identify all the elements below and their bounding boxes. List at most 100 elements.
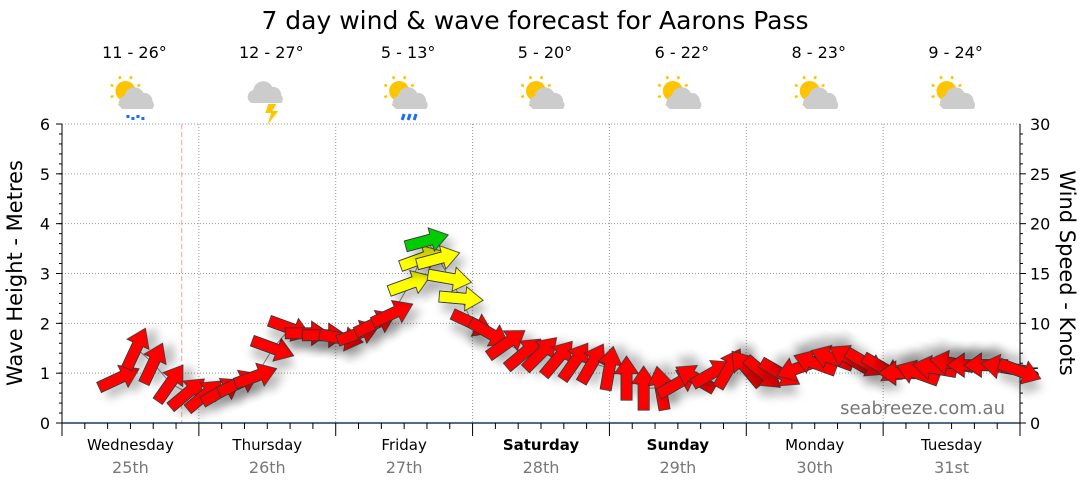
sun-ray <box>794 83 799 88</box>
sun-ray <box>657 94 662 99</box>
sun-ray <box>110 83 114 88</box>
drizzle-drop <box>141 117 145 120</box>
right-tick-label: 0 <box>1030 414 1040 433</box>
wind-arrow <box>630 365 657 411</box>
right-tick-label: 30 <box>1030 115 1050 134</box>
chart-title: 7 day wind & wave forecast for Aarons Pa… <box>261 6 808 35</box>
date-label: 29th <box>659 458 696 477</box>
left-tick-label: 3 <box>40 265 50 284</box>
cloud <box>247 81 283 103</box>
sun-ray <box>383 83 388 88</box>
sun-ray <box>684 83 689 88</box>
sun-cloud-icon <box>657 75 702 109</box>
sun-ray <box>958 83 962 88</box>
wind-arrow <box>438 285 484 312</box>
right-tick-label: 25 <box>1030 165 1050 184</box>
sun-ray <box>676 75 681 80</box>
wind-arrow <box>575 343 606 386</box>
date-label: 27th <box>386 458 423 477</box>
sun-ray <box>657 83 662 88</box>
sun-ray <box>931 83 936 88</box>
date-label: 30th <box>796 458 833 477</box>
temp-range: 9 - 24° <box>928 43 982 62</box>
sun-ray <box>410 83 415 88</box>
right-axis-label: Wind Speed - Knots <box>1055 170 1079 375</box>
left-axis-label: Wave Height - Metres <box>3 160 27 386</box>
sun-cloud-rain-icon <box>383 75 428 121</box>
left-tick-label: 1 <box>40 364 50 383</box>
drizzle-drop <box>131 117 135 120</box>
day-label: Wednesday <box>87 436 174 454</box>
day-label: Tuesday <box>920 436 982 454</box>
day-label: Sunday <box>647 436 710 454</box>
right-tick-label: 20 <box>1030 215 1050 234</box>
sun-ray <box>136 83 141 88</box>
day-label: Friday <box>381 436 427 454</box>
rain-drop <box>412 113 418 121</box>
cloud <box>392 87 428 109</box>
temp-range: 11 - 26° <box>102 43 167 62</box>
left-tick-label: 0 <box>40 414 50 433</box>
wind-arrow <box>996 357 1042 385</box>
sun-ray <box>402 75 407 80</box>
wind-arrow <box>152 364 184 405</box>
day-label: Monday <box>785 436 844 454</box>
sun-cloud-drizzle-icon <box>110 75 154 120</box>
sun-ray <box>520 83 525 88</box>
wind-arrow <box>613 355 640 401</box>
temp-range: 5 - 20° <box>518 43 572 62</box>
wind-arrow <box>426 266 473 292</box>
wind-arrow <box>386 269 432 297</box>
sun-ray <box>520 94 525 99</box>
sun-ray <box>813 75 817 80</box>
wind-arrow <box>249 334 295 362</box>
temp-range: 8 - 23° <box>791 43 845 62</box>
cloud <box>803 87 839 109</box>
rain-drop <box>400 113 406 121</box>
left-tick-label: 4 <box>40 215 50 234</box>
date-label: 25th <box>112 458 149 477</box>
date-label: 28th <box>523 458 560 477</box>
sun-ray <box>528 75 533 80</box>
cloud <box>118 87 154 109</box>
wind-arrow <box>369 299 414 329</box>
left-tick-label: 5 <box>40 165 50 184</box>
sun-ray <box>118 75 122 80</box>
sun-ray <box>539 75 544 80</box>
drizzle-drop <box>136 115 140 118</box>
wind-arrow <box>166 378 205 413</box>
day-label: Thursday <box>231 436 302 454</box>
wind-arrow <box>138 342 167 387</box>
right-tick-label: 15 <box>1030 265 1050 284</box>
right-tick-label: 10 <box>1030 314 1050 333</box>
date-label: 31st <box>934 458 969 477</box>
sun-ray <box>547 83 552 88</box>
day-label: Saturday <box>503 436 580 454</box>
wind-arrow <box>403 227 449 253</box>
temp-range: 5 - 13° <box>381 43 435 62</box>
sun-cloud-icon <box>794 75 839 109</box>
sun-ray <box>931 94 936 99</box>
sun-ray <box>383 94 388 99</box>
sun-ray <box>939 75 943 80</box>
sun-ray <box>110 94 114 99</box>
watermark: seabreeze.com.au <box>840 398 1005 419</box>
sun-ray <box>950 75 954 80</box>
lightning-bolt <box>265 104 279 125</box>
cloud <box>529 87 565 109</box>
rain-drop <box>406 113 412 121</box>
drizzle-drop <box>126 115 130 118</box>
wind-arrow <box>232 362 278 390</box>
left-tick-label: 6 <box>40 115 50 134</box>
wind-arrow <box>121 327 150 372</box>
wind-arrow <box>597 345 623 392</box>
sun-ray <box>794 94 799 99</box>
sun-ray <box>802 75 806 80</box>
sun-ray <box>665 75 670 80</box>
temp-range: 12 - 27° <box>239 43 304 62</box>
cloud <box>939 87 976 109</box>
date-label: 26th <box>249 458 286 477</box>
sun-ray <box>821 83 825 88</box>
sun-ray <box>391 75 396 80</box>
